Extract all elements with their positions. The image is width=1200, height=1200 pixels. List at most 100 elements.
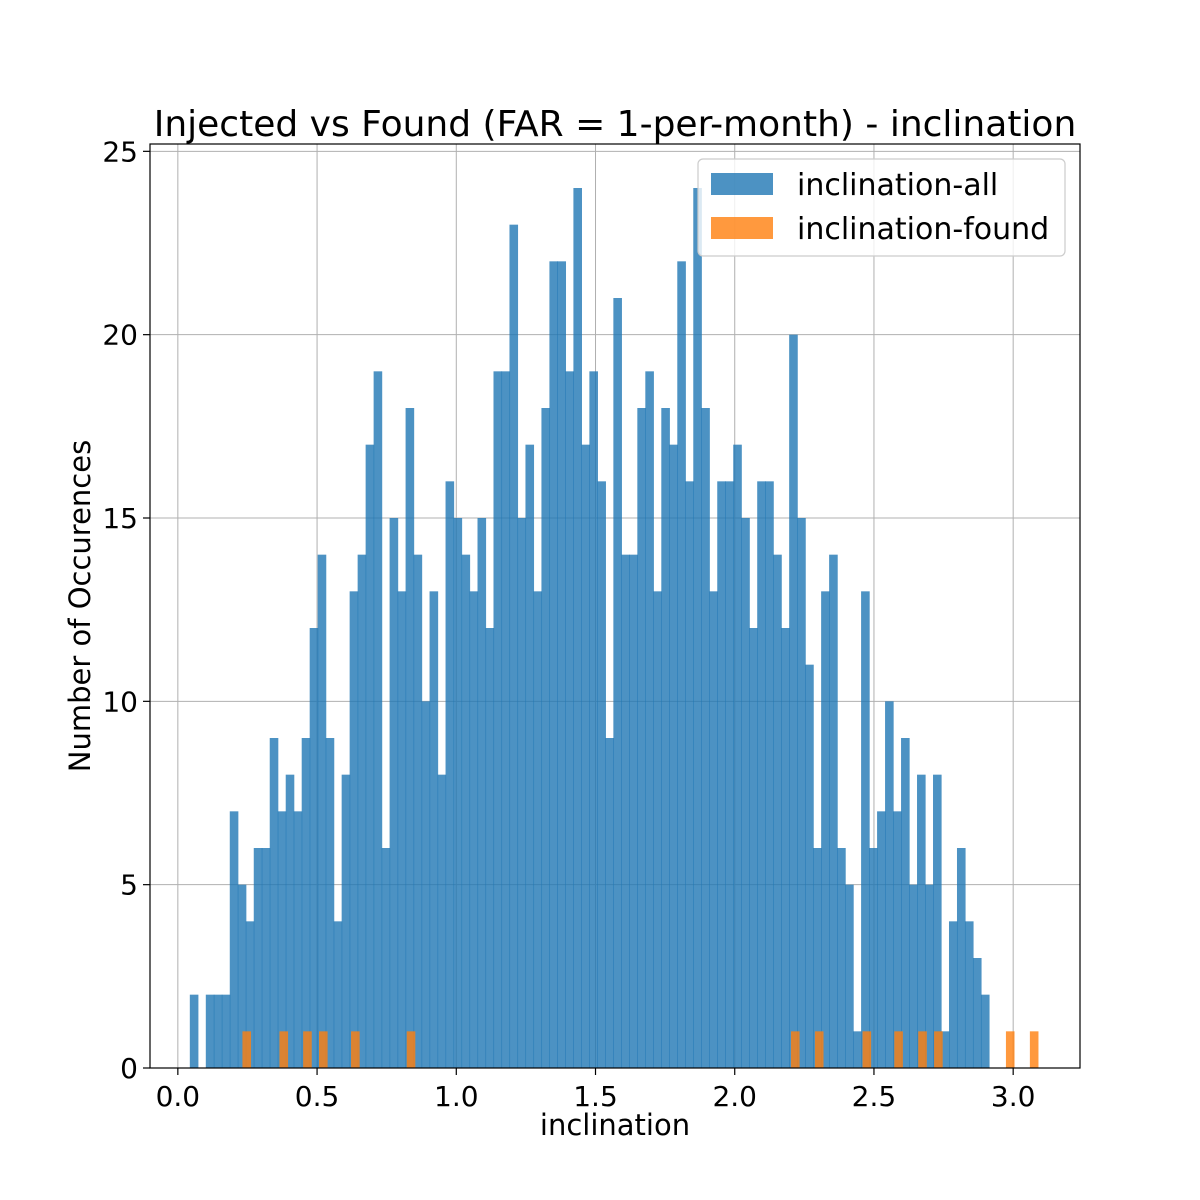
bar-inclination-all (853, 1031, 862, 1068)
bar-inclination-all (445, 481, 455, 1068)
bar-inclination-all (429, 591, 439, 1068)
bar-inclination-found (406, 1031, 416, 1068)
bar-inclination-all (325, 738, 335, 1068)
bar-inclination-all (805, 664, 814, 1068)
bar-inclination-all (829, 554, 838, 1068)
bar-inclination-all (765, 481, 774, 1068)
x-axis: 0.0 0.5 1.0 1.5 2.0 2.5 3.0 (156, 1068, 1035, 1113)
bar-inclination-all (637, 408, 646, 1068)
bar-inclination-all (461, 554, 471, 1068)
bar-inclination-all (189, 994, 199, 1068)
bar-inclination-found (279, 1031, 289, 1068)
bar-inclination-all (285, 774, 295, 1068)
bar-inclination-all (253, 848, 263, 1068)
bar-inclination-all (653, 591, 662, 1068)
bar-inclination-all (909, 884, 918, 1068)
bar-inclination-all (885, 701, 894, 1068)
bar-inclination-all (469, 591, 479, 1068)
bar-inclination-all (493, 371, 503, 1068)
bar-inclination-all (333, 921, 343, 1068)
bar-inclination-all (293, 811, 303, 1068)
bar-inclination-all (621, 554, 630, 1068)
bar-inclination-all (669, 444, 678, 1069)
bar-inclination-all (485, 628, 495, 1068)
bar-inclination-all (749, 628, 758, 1068)
bar-inclination-all (533, 591, 543, 1068)
bar-inclination-all (813, 848, 822, 1068)
y-tick-label: 0 (120, 1052, 138, 1085)
bar-inclination-all (605, 738, 614, 1068)
bar-inclination-all (741, 518, 750, 1068)
bar-inclination-all (453, 518, 463, 1068)
bar-inclination-all (964, 921, 974, 1068)
bar-inclination-found (1005, 1031, 1015, 1068)
plot-area-frame (149, 143, 1081, 1069)
bar-inclination-all (597, 481, 606, 1068)
bar-inclination-all (557, 261, 567, 1068)
bar-inclination-all (365, 444, 375, 1069)
bar-inclination-all (269, 738, 279, 1068)
bar-inclination-all (709, 591, 718, 1068)
bar-inclination-all (381, 848, 391, 1068)
bar-inclination-all (677, 261, 686, 1068)
bar-inclination-found (1029, 1031, 1039, 1068)
bar-inclination-found (934, 1031, 943, 1068)
bar-inclination-all (221, 994, 231, 1068)
bar-inclination-all (237, 884, 247, 1068)
bar-inclination-all (613, 298, 622, 1068)
bar-inclination-all (645, 371, 654, 1068)
x-tick-label: 1.5 (573, 1080, 618, 1113)
bar-inclination-all (956, 848, 966, 1068)
bar-inclination-all (317, 554, 327, 1068)
legend-swatch-found (711, 217, 773, 239)
bar-inclination-all (917, 774, 926, 1068)
bar-inclination-all (477, 518, 487, 1068)
series-inclination-all (189, 188, 990, 1069)
bar-inclination-all (541, 408, 551, 1068)
bar-inclination-all (980, 994, 990, 1068)
bar-inclination-all (413, 554, 423, 1068)
bar-inclination-all (389, 518, 399, 1068)
x-tick-label: 2.5 (852, 1080, 897, 1113)
bar-inclination-all (309, 628, 319, 1068)
bar-inclination-all (797, 518, 806, 1068)
bar-inclination-found (303, 1031, 312, 1068)
bar-inclination-all (341, 774, 351, 1068)
bar-inclination-found (814, 1031, 824, 1068)
bar-inclination-all (549, 261, 559, 1068)
bar-inclination-all (845, 884, 854, 1068)
bar-inclination-all (948, 921, 958, 1068)
bar-inclination-all (501, 371, 511, 1068)
bar-inclination-all (517, 518, 527, 1068)
bar-inclination-all (821, 591, 830, 1068)
bar-inclination-found (319, 1031, 328, 1068)
y-tick-label: 10 (102, 685, 138, 718)
bar-inclination-all (405, 408, 415, 1068)
bar-inclination-all (781, 628, 790, 1068)
bar-inclination-all (877, 811, 886, 1068)
bar-inclination-all (773, 554, 782, 1068)
y-tick-label: 25 (102, 135, 138, 168)
bar-inclination-all (893, 811, 902, 1068)
bar-inclination-all (901, 738, 910, 1068)
bar-inclination-all (869, 848, 878, 1068)
bar-inclination-all (205, 994, 215, 1068)
legend-frame (697, 158, 1066, 257)
bar-inclination-all (701, 408, 710, 1068)
bar-inclination-all (509, 224, 519, 1068)
bar-inclination-found (351, 1031, 360, 1068)
bar-inclination-all (837, 848, 846, 1068)
x-tick-label: 0.0 (156, 1080, 201, 1113)
y-tick-label: 5 (120, 869, 138, 902)
bar-inclination-all (565, 371, 575, 1068)
legend: inclination-all inclination-found (697, 158, 1066, 257)
y-axis: 0 5 10 15 20 25 (102, 135, 150, 1085)
bar-inclination-all (941, 1031, 950, 1068)
x-tick-label: 1.0 (434, 1080, 479, 1113)
bar-inclination-all (349, 591, 359, 1068)
y-tick-label: 15 (102, 502, 138, 535)
bar-inclination-all (725, 481, 734, 1068)
chart-title: Injected vs Found (FAR = 1-per-month) - … (154, 104, 1077, 145)
bar-inclination-all (301, 738, 311, 1068)
